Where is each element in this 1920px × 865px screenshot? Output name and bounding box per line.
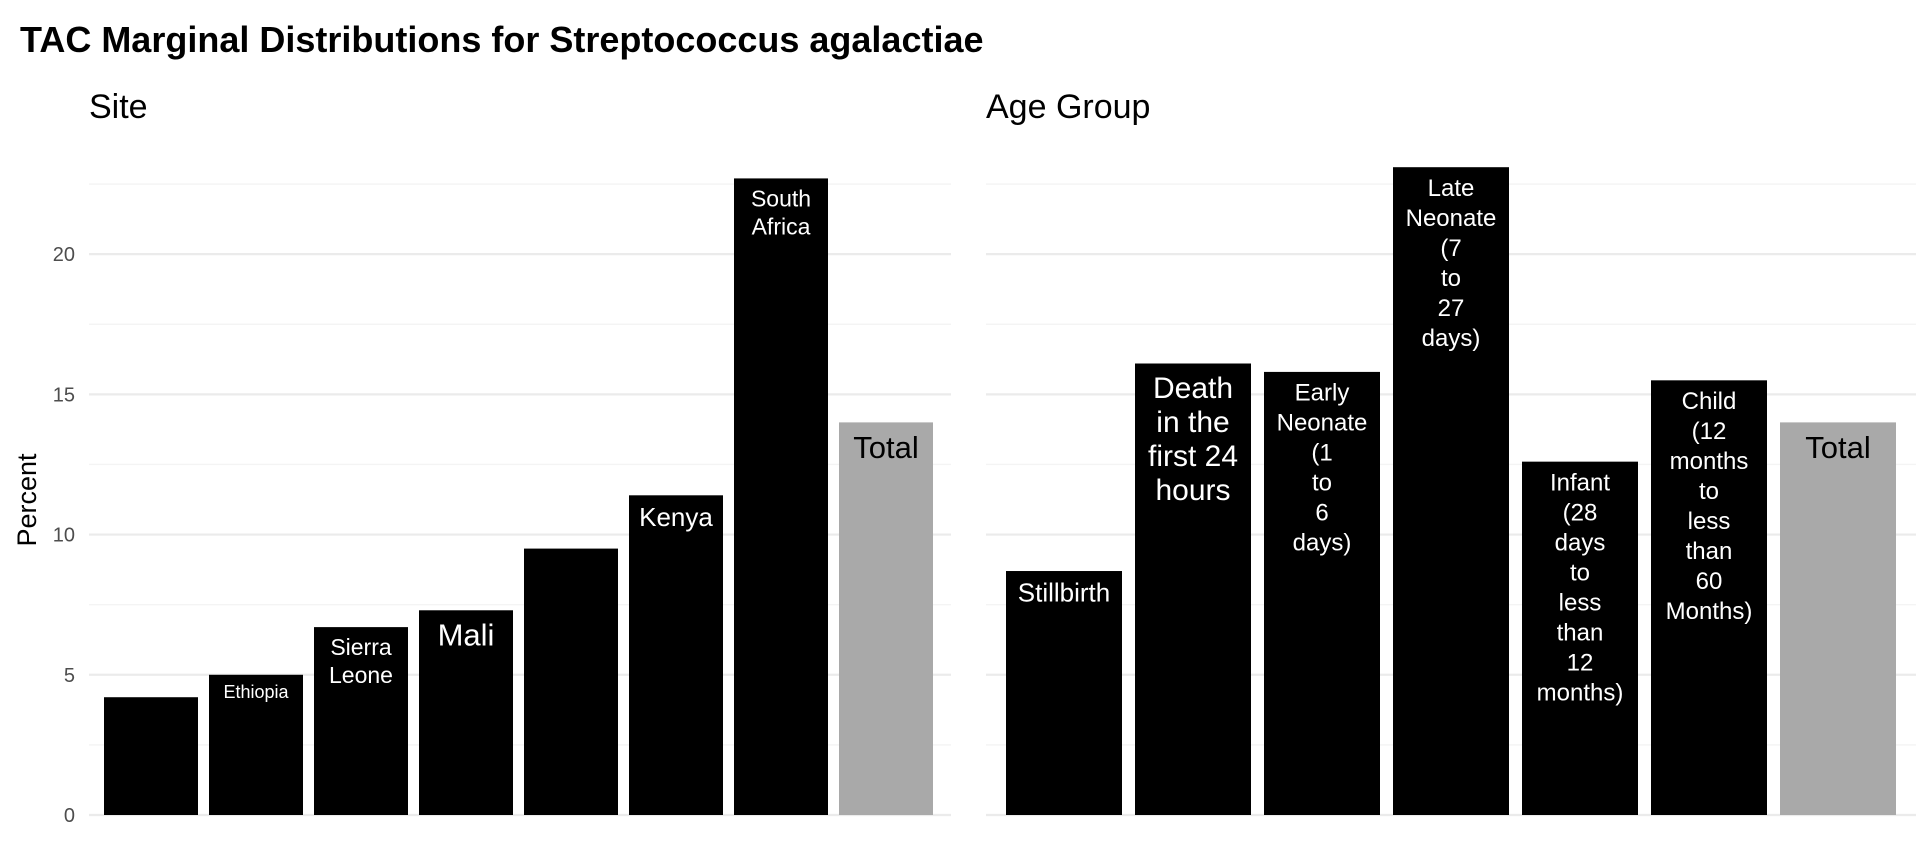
bar (1522, 461, 1638, 815)
bar (839, 422, 933, 815)
bar-label-line: days) (1293, 530, 1352, 557)
bar (1135, 363, 1251, 815)
bar (629, 495, 723, 815)
bar (1651, 380, 1767, 815)
bar-label-line: Neonate (1406, 205, 1497, 232)
bar-label-line: (28 (1563, 499, 1598, 526)
bar-label-line: (1 (1311, 440, 1332, 467)
bar-label-line: Ethiopia (223, 682, 289, 702)
bar-label-line: 60 (1696, 568, 1723, 595)
bar-label-line: South (751, 185, 811, 211)
bar-label-line: Stillbirth (1018, 578, 1110, 608)
bar-label-line: Child (1682, 388, 1737, 415)
bar-label: Total (853, 430, 918, 465)
bar-label: Stillbirth (1018, 578, 1110, 608)
bar-label-line: Sierra (330, 634, 392, 660)
bar-label: Child (12 months to less than 60 Months) (1666, 388, 1753, 625)
bar-label-line: to (1312, 470, 1332, 497)
bar-label-line: to (1441, 265, 1461, 292)
bar-label: Early Neonate (1 to 6 days) (1277, 380, 1368, 557)
bar-label-line: days (1555, 529, 1606, 556)
y-tick-label: 10 (53, 525, 75, 547)
panel-title: Site (89, 88, 148, 126)
bar-label-line: than (1686, 538, 1733, 565)
bar-label: Total (1805, 430, 1870, 465)
bar-label-line: less (1688, 508, 1731, 535)
bar (524, 548, 618, 815)
bar (209, 674, 303, 815)
bar-label: Kenya (639, 502, 713, 532)
bar-label: Late Neonate (7 to 27 days) (1406, 175, 1497, 352)
bar-label-line: hours (1155, 474, 1230, 507)
bar-label: South Africa (751, 185, 811, 239)
y-axis-label: Percent (12, 453, 42, 547)
y-tick-label: 0 (64, 805, 75, 827)
bar-label-line: Late (1428, 175, 1475, 202)
bar (419, 610, 513, 815)
bar-label-line: Months) (1666, 598, 1753, 625)
bar-label-line: to (1570, 559, 1590, 586)
bar-label-line: 12 (1567, 649, 1594, 676)
panel-site: Site 0 5 10 15 20 Ethiopia Sierra Leone Mali Kenya… (53, 88, 951, 827)
bar-label: Mali (438, 618, 495, 653)
bar (1780, 422, 1896, 815)
bar-label-line: first 24 (1148, 440, 1238, 473)
bar-label-line: months (1670, 448, 1749, 475)
bar-label-line: Infant (1550, 469, 1610, 496)
bar-label-line: Leone (329, 662, 393, 688)
bar-label-line: 6 (1315, 500, 1328, 527)
bar-label-line: to (1699, 478, 1719, 505)
bar (734, 178, 828, 816)
y-tick-label: 5 (64, 665, 75, 687)
bar-label: Sierra Leone (329, 634, 393, 688)
bar (1006, 571, 1122, 815)
bar-label-line: Early (1295, 380, 1350, 407)
bar-label-line: Mali (438, 618, 495, 653)
bar-label-line: Neonate (1277, 410, 1368, 437)
bar (1393, 167, 1509, 815)
bar (104, 697, 198, 815)
bar-label-line: Total (1805, 430, 1870, 465)
panel-age-group: Age Group Stillbirth Death in the first 24 ho… (986, 88, 1916, 817)
bar (1264, 371, 1380, 815)
bar-label-line: Death (1153, 372, 1233, 405)
bar-label-line: months) (1537, 679, 1624, 706)
bar-label-line: Africa (752, 213, 811, 239)
bar-label: Infant (28 days to less than 12 months) (1537, 469, 1624, 706)
bar-label: Ethiopia (223, 682, 289, 702)
bar-label-line: Kenya (639, 502, 713, 532)
bar-label-line: days) (1422, 325, 1481, 352)
bar-label-line: 27 (1438, 295, 1465, 322)
chart-panels: Site 0 5 10 15 20 Ethiopia Sierra Leone Mali Kenya… (53, 88, 1916, 827)
chart-title: TAC Marginal Distributions for Streptoco… (20, 19, 984, 60)
bar-label-line: (7 (1440, 235, 1461, 262)
bar-label-line: than (1557, 619, 1604, 646)
panel-title: Age Group (986, 88, 1150, 126)
bar-label-line: (12 (1692, 418, 1727, 445)
bar (314, 627, 408, 815)
bar-label: Death in the first 24 hours (1148, 372, 1238, 507)
y-tick-label: 15 (53, 384, 75, 406)
bar-label-line: less (1559, 589, 1602, 616)
y-tick-label: 20 (53, 244, 75, 266)
bar-label-line: Total (853, 430, 918, 465)
bar-label-line: in the (1156, 406, 1229, 439)
